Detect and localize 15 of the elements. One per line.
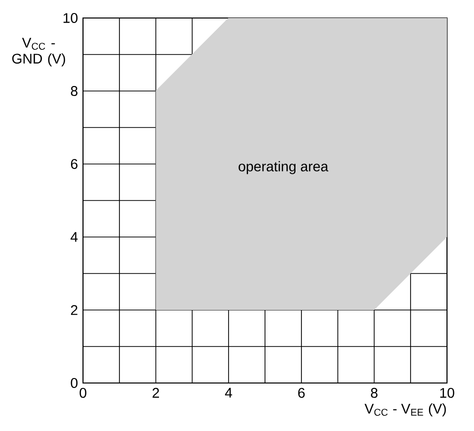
x-tick-label: 4 (225, 388, 232, 398)
y-tick-label: 2 (71, 305, 78, 315)
annotation: operating area (238, 161, 328, 174)
x-tick-label: 10 (440, 388, 454, 398)
y-tick-label: 6 (71, 159, 78, 169)
x-tick-label: 2 (152, 388, 159, 398)
y-tick-label: 8 (70, 86, 78, 96)
y-axis-title: V$_{CC}$ - GND (V) (12, 38, 66, 66)
y-tick-label: 10 (64, 13, 78, 23)
x-tick-label: 8 (370, 388, 378, 398)
x-tick-label: 0 (80, 388, 86, 398)
y-tick-label: 0 (70, 378, 78, 388)
x-tick-label: 6 (298, 388, 305, 398)
x-axis-title: V$_{CC}$ - V$_{EE}$ (V) (364, 403, 446, 416)
y-tick-label: 4 (70, 232, 78, 242)
